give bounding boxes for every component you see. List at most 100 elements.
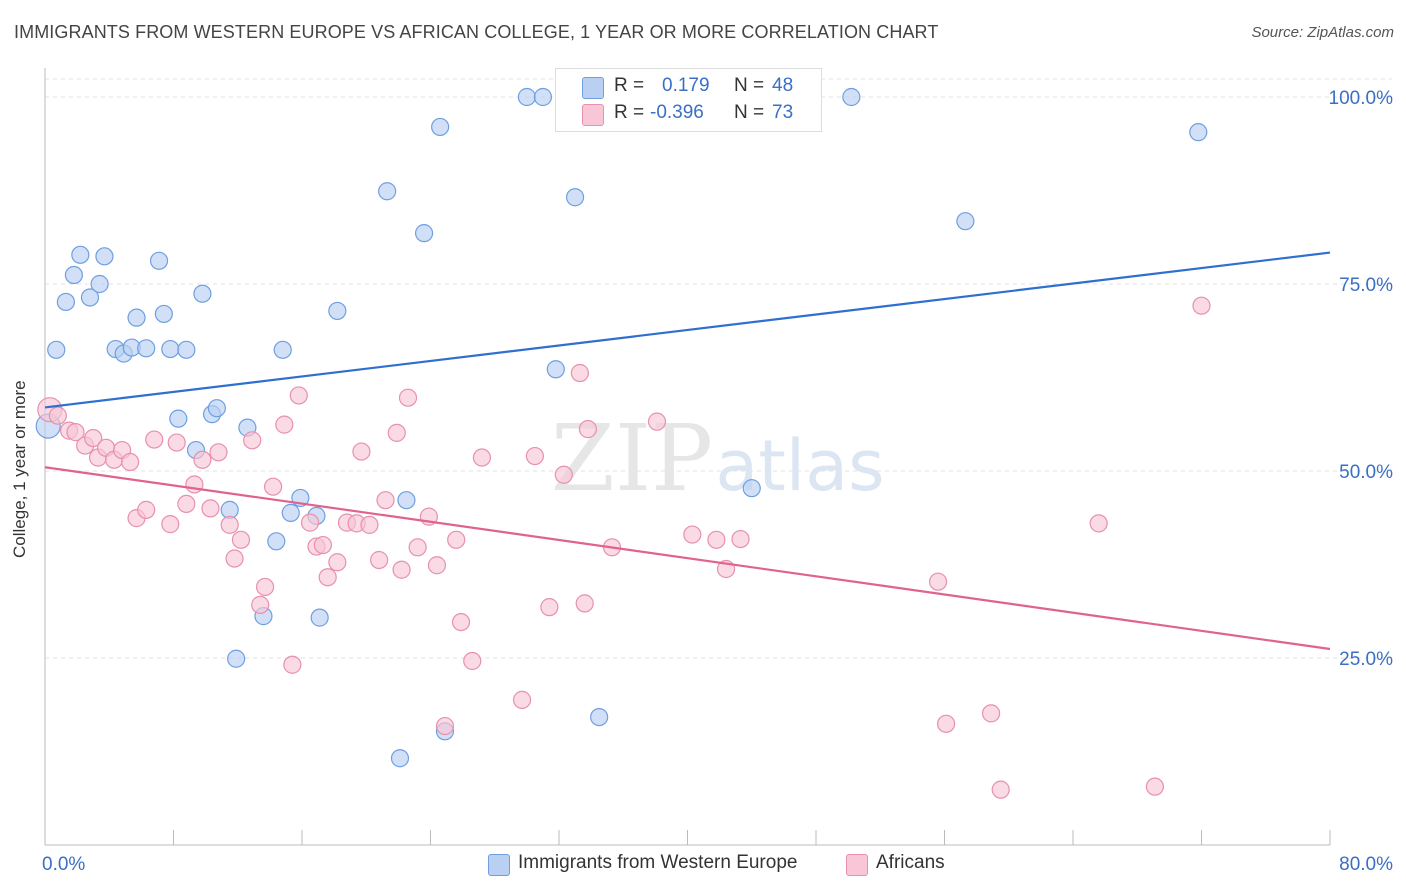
point-africans [647, 412, 667, 431]
point-western-europe [397, 491, 416, 510]
point-africans [231, 530, 251, 549]
point-africans [289, 386, 308, 405]
source-attribution: Source: ZipAtlas.com [1251, 24, 1394, 41]
point-africans [1192, 296, 1211, 315]
legend-swatch-blue [582, 77, 604, 99]
chart-title: IMMIGRANTS FROM WESTERN EUROPE VS AFRICA… [14, 22, 939, 42]
point-western-europe [533, 87, 553, 107]
point-africans [376, 491, 395, 510]
point-western-europe [90, 274, 109, 294]
watermark: ZIP atlas [551, 405, 885, 512]
legend-swatch-pink [846, 854, 868, 876]
point-western-europe [956, 212, 975, 231]
point-africans [300, 513, 320, 532]
axes [44, 68, 1331, 846]
point-western-europe [169, 409, 188, 428]
legend-r-label: R = [614, 75, 645, 96]
point-africans [387, 423, 406, 442]
point-africans [121, 452, 140, 472]
point-africans [554, 465, 573, 484]
point-western-europe [149, 251, 169, 270]
legend-swatch-pink [582, 104, 604, 126]
point-africans [447, 530, 466, 549]
point-africans [177, 494, 196, 514]
point-western-europe [177, 340, 196, 359]
point-africans [225, 549, 244, 568]
watermark-zip: ZIP [551, 405, 713, 512]
point-western-europe [431, 117, 450, 137]
point-africans [318, 568, 337, 587]
point-africans [283, 655, 302, 674]
point-africans [575, 594, 594, 613]
point-western-europe [71, 245, 90, 264]
point-western-europe [378, 182, 397, 201]
point-africans [928, 572, 948, 591]
y-tick-label: 25.0% [1339, 649, 1393, 670]
watermark-atlas: atlas [715, 425, 884, 507]
point-western-europe [281, 503, 300, 522]
point-africans [352, 442, 371, 461]
point-africans [981, 704, 1001, 723]
point-africans [220, 515, 239, 534]
legend-label: Immigrants from Western Europe [518, 852, 798, 873]
point-western-europe [154, 304, 173, 324]
point-africans [209, 443, 228, 462]
x-tick-label: 80.0% [1339, 854, 1393, 875]
point-africans [683, 525, 702, 544]
point-africans [167, 433, 186, 452]
point-western-europe [517, 87, 536, 107]
point-western-europe [1189, 123, 1208, 142]
point-western-europe [414, 224, 434, 243]
legend-r-label: R = [614, 102, 645, 123]
point-africans [161, 515, 180, 534]
point-africans [472, 448, 491, 467]
point-africans [408, 538, 427, 557]
point-africans [427, 556, 447, 575]
point-africans [328, 553, 347, 572]
point-africans [255, 577, 275, 597]
point-western-europe [842, 87, 861, 107]
data-points [35, 87, 1211, 799]
point-western-europe [310, 608, 329, 627]
trend-lines [44, 251, 1331, 651]
point-africans [570, 363, 589, 383]
point-africans [243, 431, 262, 450]
point-africans [275, 415, 294, 434]
point-western-europe [742, 479, 761, 498]
point-africans [48, 406, 67, 425]
legend-r-value: -0.396 [650, 102, 704, 123]
point-africans [193, 450, 212, 469]
point-africans [435, 716, 455, 736]
point-africans [370, 550, 389, 570]
legend-n-value: 73 [772, 102, 794, 123]
point-africans [512, 690, 532, 709]
trend-line-africans [44, 466, 1331, 651]
point-africans [137, 500, 156, 519]
point-africans [1145, 777, 1165, 796]
x-tick-label: 0.0% [42, 854, 85, 875]
point-africans [84, 428, 103, 448]
tick-labels: 25.0% 50.0% 75.0% 100.0% 0.0% 80.0% [42, 88, 1393, 875]
point-western-europe [56, 292, 75, 312]
point-africans [313, 535, 332, 555]
point-africans [463, 651, 482, 671]
point-africans [525, 446, 545, 466]
point-africans [1089, 514, 1108, 533]
point-western-europe [207, 399, 226, 418]
point-africans [360, 515, 379, 534]
point-western-europe [328, 301, 347, 321]
point-western-europe [590, 707, 609, 727]
point-africans [991, 780, 1010, 799]
point-africans [251, 595, 270, 614]
point-africans [540, 598, 559, 617]
point-western-europe [565, 188, 585, 207]
point-africans [707, 530, 726, 549]
point-western-europe [95, 247, 114, 266]
y-tick-label: 100.0% [1329, 88, 1394, 109]
point-africans [578, 420, 598, 439]
point-western-europe [161, 339, 180, 359]
point-western-europe [80, 288, 100, 307]
point-western-europe [273, 340, 292, 359]
y-tick-label: 75.0% [1339, 275, 1393, 296]
point-western-europe [47, 340, 66, 359]
